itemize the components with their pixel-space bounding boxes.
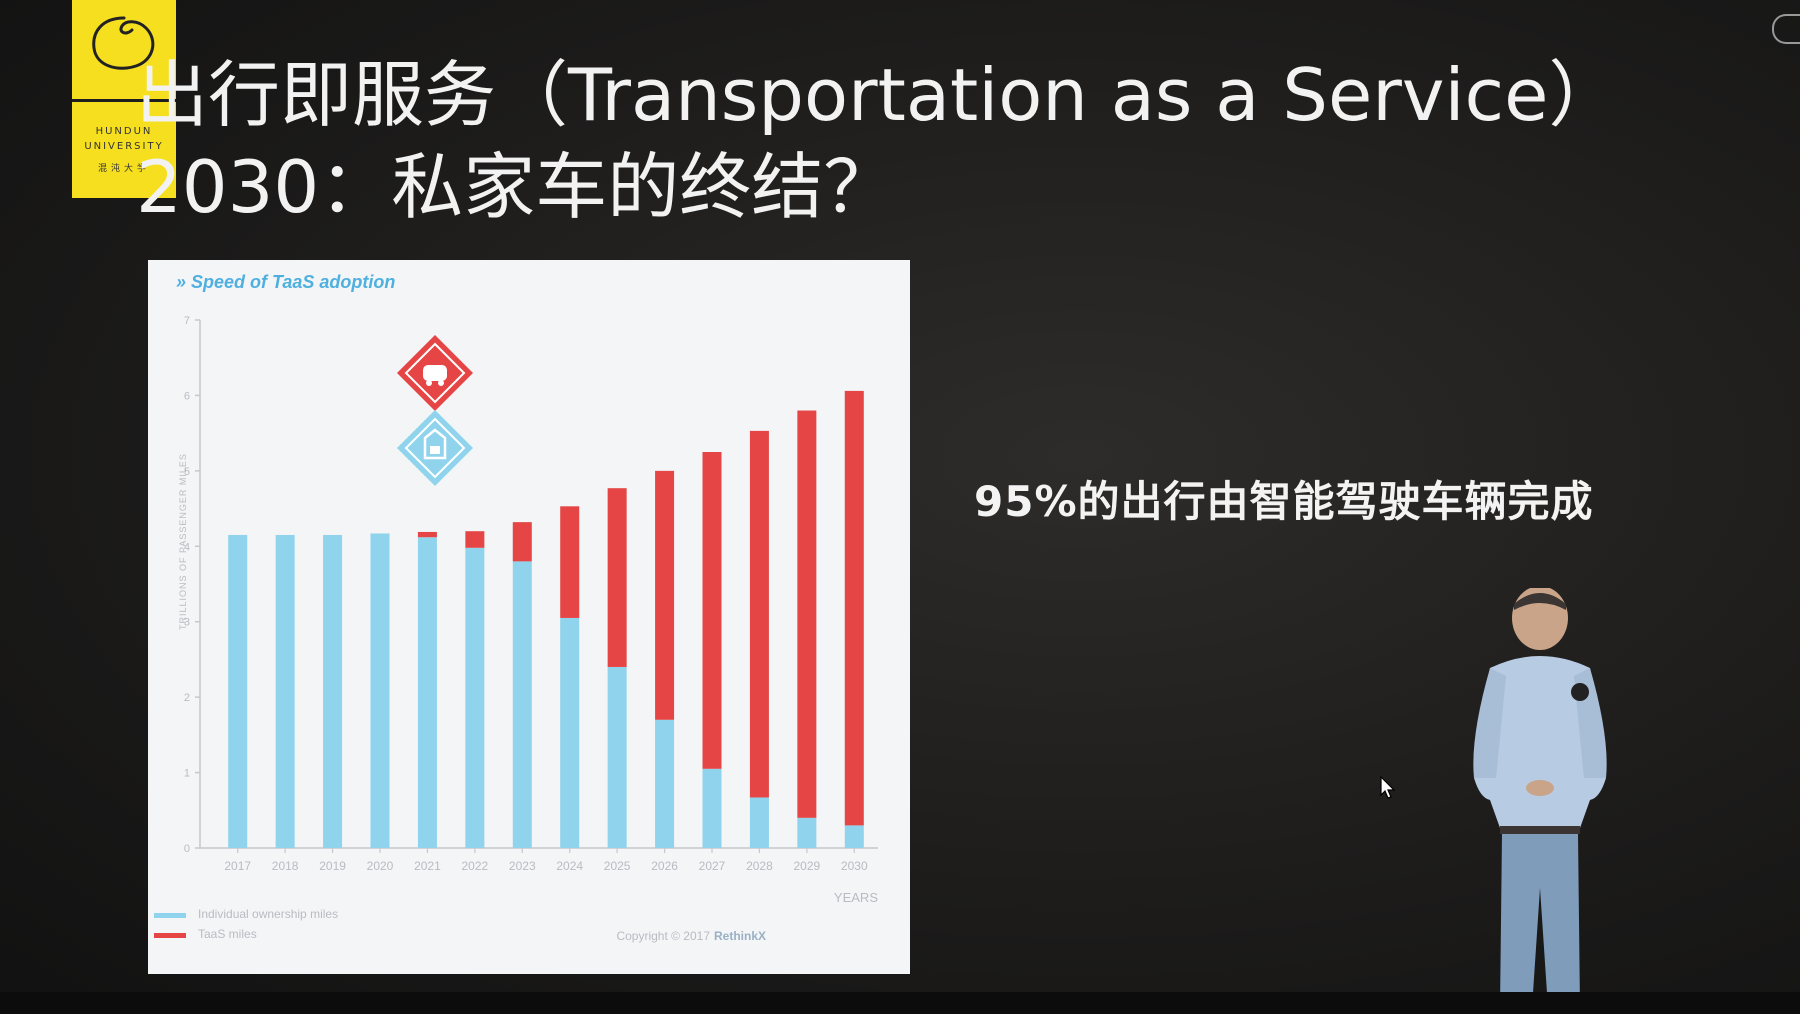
y-tick-label: 2 [184,692,190,704]
x-tick-label: 2020 [367,859,394,873]
taas-icon-red [397,335,473,411]
bar-ownership-2027 [702,768,722,848]
y-axis-label: TRILLIONS OF PASSENGER MILES [178,453,188,630]
chart-title: » Speed of TaaS adoption [176,272,395,292]
bar-taas-2030 [844,390,864,826]
logo-chinese-text: 混沌大学 [97,164,150,174]
legend-label: Individual ownership miles [198,907,338,921]
y-tick-label: 7 [184,315,190,327]
chart-brand: RethinkX [714,929,766,943]
x-tick-label: 2022 [462,859,489,873]
bar-ownership-2028 [749,797,769,848]
chart-bars [228,390,864,848]
bar-taas-2028 [749,430,769,798]
x-tick-label: 2024 [556,859,583,873]
mouse-cursor-icon [1380,776,1396,799]
logo-circle-icon [92,16,155,70]
bar-taas-2025 [607,488,627,667]
x-tick-label: 2023 [509,859,536,873]
x-tick-label: 2026 [651,859,678,873]
y-tick-label: 3 [184,617,190,629]
bar-taas-2026 [655,470,675,720]
bar-ownership-2025 [607,666,627,848]
x-tick-label: 2025 [604,859,631,873]
y-tick-label: 6 [184,390,190,402]
x-tick-label: 2019 [319,859,346,873]
ownership-icon-blue [397,410,473,486]
y-tick-label: 0 [184,843,190,855]
x-tick-label: 2017 [224,859,251,873]
slide-caption: 95%的出行由智能驾驶车辆完成 [974,477,1594,526]
x-tick-label: 2021 [414,859,441,873]
bar-ownership-2026 [655,719,675,848]
logo-text: HUNDUN UNIVERSITY [84,126,164,152]
bar-ownership-2030 [844,825,864,848]
bar-taas-2027 [702,452,722,769]
bar-ownership-2021 [417,537,437,848]
legend-swatch [154,933,186,938]
bar-ownership-2019 [323,534,343,848]
bar-ownership-2023 [512,561,532,848]
x-tick-label: 2027 [699,859,726,873]
x-tick-label: 2029 [794,859,821,873]
chart-copyright: Copyright © 2017 [616,929,710,943]
bar-taas-2024 [560,506,580,618]
taas-adoption-chart: » Speed of TaaS adoption TRILLIONS OF PA… [148,260,910,974]
x-tick-label: 2018 [272,859,299,873]
logo-divider [72,99,176,102]
bar-taas-2023 [512,522,532,562]
y-tick-label: 4 [184,541,190,553]
chart-legend: Individual ownership miles TaaS miles [154,907,338,941]
bar-ownership-2029 [797,817,817,848]
y-tick-label: 5 [184,466,190,478]
bar-ownership-2020 [370,533,390,848]
bar-taas-2022 [465,531,485,548]
bottom-strip [0,992,1800,1014]
bar-ownership-2017 [228,534,248,848]
hundun-logo: HUNDUN UNIVERSITY 混沌大学 [72,0,176,198]
corner-control-icon[interactable] [1772,14,1800,44]
y-tick-label: 1 [184,768,190,780]
bar-ownership-2018 [275,534,295,848]
slide-title-line1: 出行即服务（Transportation as a Service） [136,53,1621,137]
bar-ownership-2024 [560,617,580,848]
legend-swatch [154,913,186,918]
bar-ownership-2022 [465,547,485,848]
chart-svg: » Speed of TaaS adoption TRILLIONS OF PA… [154,272,878,943]
slide-title-line2: 2030：私家车的终结？ [136,145,896,229]
presenter-figure [1473,588,1607,1008]
legend-label: TaaS miles [198,927,257,941]
x-axis-label: YEARS [834,890,878,905]
bar-taas-2029 [797,410,817,818]
bar-taas-2021 [417,531,437,538]
x-tick-label: 2030 [841,859,868,873]
x-tick-label: 2028 [746,859,773,873]
